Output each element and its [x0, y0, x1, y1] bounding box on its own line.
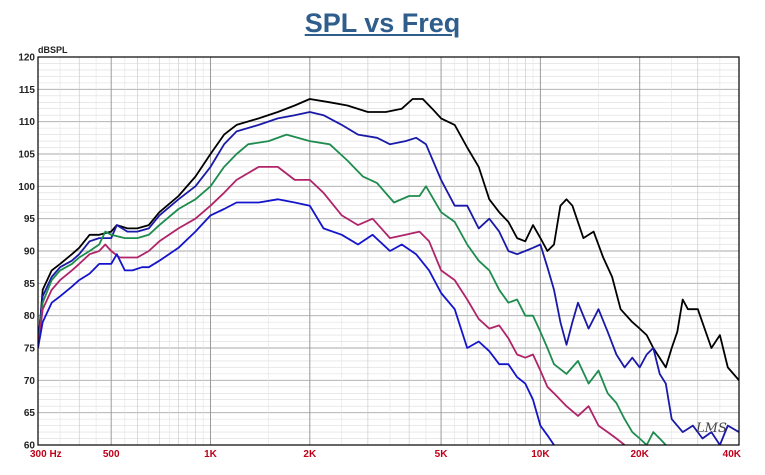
y-tick-label: 85 [24, 279, 36, 290]
x-tick-labels: 300 Hz 500 1K 2K 5K 10K 20K 40K [30, 449, 742, 460]
series-line-4 [38, 166, 626, 445]
x-tick-label: 5K [435, 449, 449, 460]
y-tick-label: 100 [18, 182, 35, 193]
x-tick-label: 500 [103, 449, 120, 460]
series-line-3 [38, 133, 667, 445]
curves [38, 98, 739, 445]
x-tick-label: 1K [204, 449, 218, 460]
chart-title: SPL vs Freq [304, 8, 461, 38]
y-tick-labels: 60 65 70 75 80 85 90 95 100 105 110 115 120 [18, 53, 35, 452]
series-line-5 [38, 198, 555, 445]
y-tick-label: 110 [19, 117, 36, 128]
series-line-1 [38, 98, 739, 381]
series-line-2 [38, 111, 739, 445]
x-tick-label: 40K [723, 449, 742, 460]
lms-watermark: LMS [695, 421, 727, 436]
y-tick-label: 65 [24, 408, 36, 419]
y-tick-label: 70 [24, 376, 36, 387]
y-axis-unit-label: dBSPL [38, 45, 68, 55]
grid [37, 56, 740, 446]
plot-frame [37, 56, 740, 446]
x-tick-label: 300 Hz [30, 449, 62, 460]
y-tick-label: 115 [19, 85, 36, 96]
y-tick-label: 105 [18, 150, 35, 161]
y-tick-label: 75 [24, 344, 36, 355]
y-tick-label: 120 [18, 53, 35, 64]
y-tick-label: 80 [24, 311, 36, 322]
x-tick-label: 2K [303, 449, 317, 460]
y-tick-label: 90 [24, 247, 36, 258]
x-tick-label: 20K [631, 449, 650, 460]
y-tick-label: 95 [24, 214, 36, 225]
y-tick-label: 60 [24, 441, 36, 452]
x-tick-label: 10K [531, 449, 550, 460]
